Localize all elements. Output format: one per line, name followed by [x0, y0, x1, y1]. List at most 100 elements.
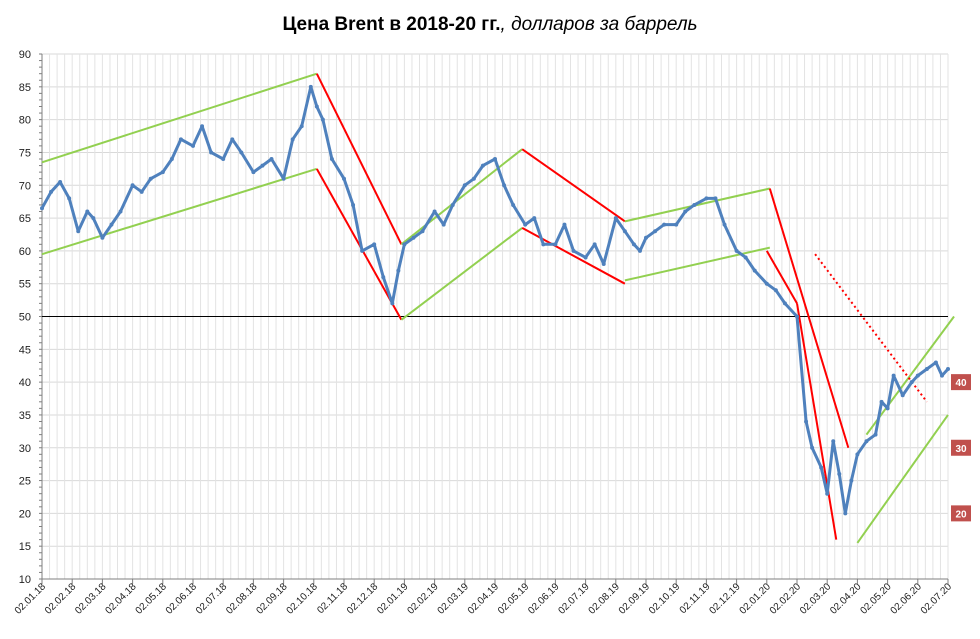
chart-title-italic: , долларов за баррель: [500, 14, 698, 35]
price-point: [653, 229, 658, 234]
x-tick-label: 02.08.19: [587, 581, 623, 617]
price-point: [939, 373, 944, 378]
x-tick-label: 02.03.19: [436, 581, 472, 617]
price-point: [885, 406, 890, 411]
price-point: [819, 465, 824, 470]
price-point: [58, 179, 63, 184]
trend-line: [865, 315, 955, 436]
price-point: [178, 137, 183, 142]
price-point: [290, 137, 295, 142]
price-point: [773, 288, 778, 293]
trend-line-dotted: [814, 253, 928, 403]
price-point: [825, 491, 830, 496]
price-point: [85, 209, 90, 214]
y-tick-label: 55: [19, 279, 31, 291]
x-tick-label: 02.11.18: [315, 581, 350, 616]
y-tick-label: 10: [19, 574, 31, 586]
price-point: [320, 117, 325, 122]
price-point: [879, 399, 884, 404]
price-point: [230, 137, 235, 142]
price-point: [692, 202, 697, 207]
price-point: [209, 150, 214, 155]
x-tick-label: 02.12.19: [707, 581, 743, 617]
price-point: [764, 281, 769, 286]
price-point: [76, 229, 81, 234]
x-tick-label: 02.05.18: [134, 581, 170, 617]
y-tick-label: 75: [19, 147, 31, 159]
price-point: [924, 367, 929, 371]
price-point: [933, 360, 938, 365]
price-point: [40, 206, 44, 211]
x-tick-label: 02.09.19: [617, 581, 653, 617]
price-point: [109, 222, 114, 227]
price-point: [221, 157, 226, 161]
price-point: [360, 248, 365, 253]
price-point: [200, 124, 205, 129]
y-tick-labels: 10 15 20 25 30 35 40 45 50 55 60 65 70 75 80 85 90: [19, 49, 31, 586]
price-point: [299, 124, 304, 129]
price-point: [139, 189, 144, 194]
y-tick-label: 35: [19, 410, 31, 422]
x-tick-label: 02.01.18: [13, 581, 49, 617]
price-point: [432, 209, 437, 214]
price-point: [743, 255, 748, 260]
price-point: [260, 163, 265, 168]
price-point: [160, 170, 165, 175]
x-tick-label: 02.04.19: [466, 581, 502, 617]
y-tick-label: 65: [19, 213, 31, 225]
price-point: [118, 209, 123, 214]
price-point: [873, 432, 878, 437]
x-tick-label: 02.01.20: [738, 581, 774, 617]
level-badge: [951, 374, 971, 391]
x-tick-label: 02.05.20: [858, 581, 894, 617]
x-tick-label: 02.06.20: [889, 581, 925, 617]
x-tick-label: 02.03.20: [798, 581, 834, 617]
price-point: [342, 176, 346, 181]
x-tick-label: 02.08.18: [224, 581, 260, 617]
y-tick-label: 85: [19, 82, 31, 94]
price-point: [583, 255, 588, 260]
y-tick-label: 30: [19, 443, 31, 455]
x-tick-label: 02.06.19: [526, 581, 562, 617]
price-point: [864, 439, 869, 444]
y-tick-label: 50: [19, 312, 31, 324]
x-tick-label: 02.10.19: [647, 581, 683, 617]
x-tick-label: 02.03.18: [73, 581, 109, 617]
price-point: [613, 216, 618, 221]
trend-lines: [41, 72, 955, 544]
y-tick-label: 15: [19, 541, 31, 553]
x-tick-label: 02.04.20: [828, 581, 864, 617]
level-badge-label: 20: [955, 509, 967, 520]
price-point: [843, 511, 848, 516]
x-tick-label: 02.02.18: [43, 581, 79, 617]
price-point: [722, 222, 727, 227]
price-point: [637, 248, 642, 253]
price-point: [420, 229, 425, 234]
price-point: [837, 472, 842, 476]
trend-line: [624, 246, 771, 282]
price-point: [734, 248, 739, 253]
trend-line: [796, 303, 838, 540]
price-point: [269, 157, 274, 161]
price-point: [511, 202, 516, 207]
price-point: [148, 176, 153, 181]
price-point: [462, 183, 467, 188]
price-point: [251, 170, 256, 175]
price-point: [169, 157, 174, 161]
trend-line: [400, 148, 523, 246]
price-point: [674, 222, 679, 227]
price-point: [915, 373, 920, 378]
price-point: [553, 242, 558, 247]
price-point: [644, 235, 648, 240]
y-tick-label: 70: [19, 180, 31, 192]
price-point: [411, 235, 416, 240]
level-badge-label: 40: [955, 378, 967, 389]
price-point: [308, 84, 313, 89]
x-tick-label: 02.01.19: [375, 581, 411, 617]
price-point: [396, 268, 401, 273]
price-point: [804, 419, 809, 424]
trend-line: [41, 72, 318, 164]
price-point: [683, 209, 688, 214]
price-point: [239, 150, 244, 155]
price-point: [631, 242, 636, 247]
